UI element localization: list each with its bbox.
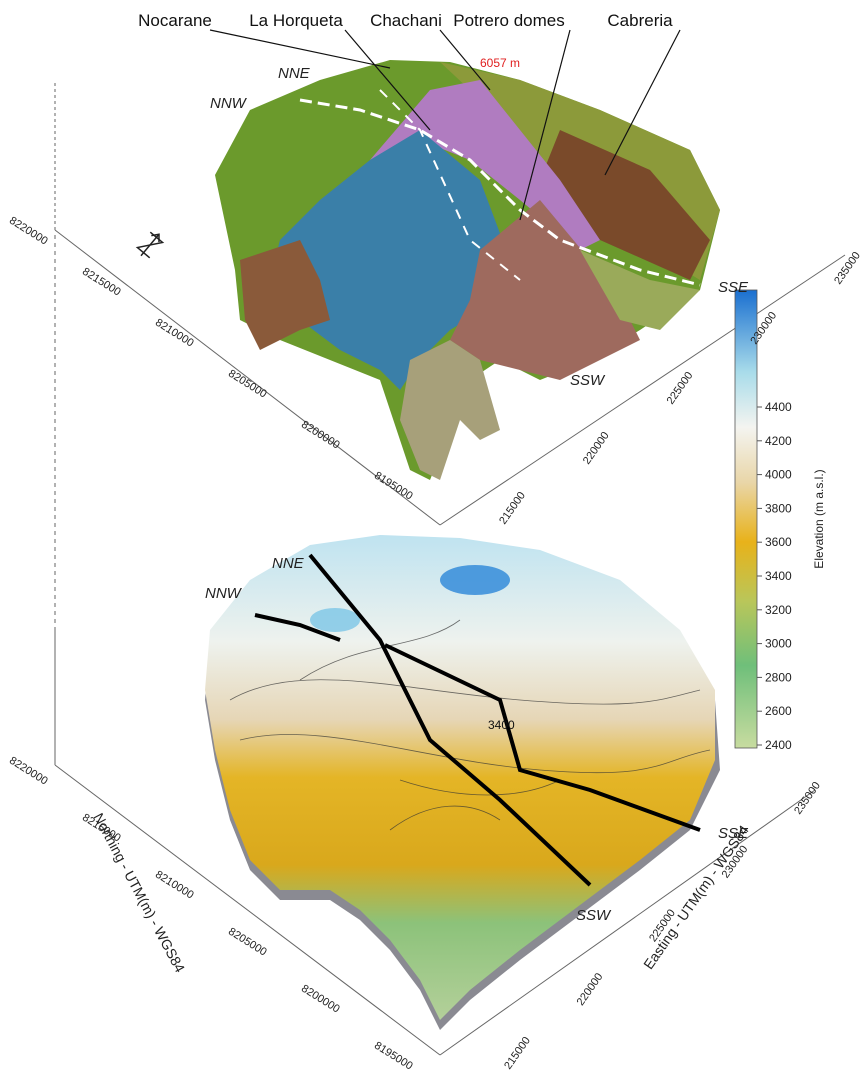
colorbar-tick-label: 2400: [765, 738, 792, 752]
axis-tick-label: 220000: [581, 430, 612, 467]
direction-label: NNW: [205, 585, 243, 602]
unit-label: Chachani: [370, 11, 442, 30]
axis-tick-label: 8195000: [372, 470, 415, 503]
geologic-map-terrain: [215, 60, 720, 480]
axis-tick-label: 8205000: [226, 368, 269, 401]
axis-tick-label: 235000: [832, 250, 863, 287]
axis-tick-label: 8200000: [299, 983, 342, 1016]
unit-label: La Horqueta: [249, 11, 343, 30]
axis-tick-label: 8220000: [7, 755, 50, 788]
axis-tick-label: 235000: [792, 780, 823, 817]
axis-box: [54, 80, 846, 1056]
colorbar: [734, 289, 758, 749]
colorbar-tick-label: 4000: [765, 468, 792, 482]
north-arrow: [135, 231, 165, 259]
colorbar-tick-label: 3800: [765, 501, 792, 515]
leader-lines: [209, 29, 681, 221]
axis-tick-label: 8220000: [7, 215, 50, 248]
direction-label: SSE: [718, 825, 749, 842]
axis-tick-label: 225000: [665, 370, 696, 407]
direction-label: NNE: [272, 555, 305, 572]
direction-label: SSE: [718, 279, 749, 296]
axis-tick-label: 220000: [575, 971, 606, 1008]
colorbar-tick-label: 3400: [765, 569, 792, 583]
axis-tick-label: 8195000: [372, 1040, 415, 1073]
axis-tick-label: 8205000: [226, 926, 269, 959]
direction-label: SSW: [570, 372, 606, 389]
unit-label: Potrero domes: [453, 11, 565, 30]
direction-label: NNW: [210, 95, 248, 112]
unit-label: Nocarane: [138, 11, 212, 30]
unit-label: Cabreria: [607, 11, 673, 30]
water-table-surface: [205, 535, 720, 1030]
contour-label: 3400: [488, 718, 515, 732]
colorbar-tick-label: 3600: [765, 535, 792, 549]
colorbar-tick-label: 2600: [765, 704, 792, 718]
axis-tick-label: 8210000: [153, 869, 196, 902]
axis-tick-label: 215000: [497, 490, 528, 527]
colorbar-tick-label: 3000: [765, 637, 792, 651]
axis-tick-label: 8200000: [299, 419, 342, 452]
colorbar-title: Elevation (m a.s.l.): [812, 469, 826, 568]
colorbar-tick-label: 4200: [765, 434, 792, 448]
peak-elevation: 6057 m: [480, 56, 520, 70]
axis-tick-label: 8215000: [80, 266, 123, 299]
colorbar-tick-label: 2800: [765, 670, 792, 684]
axis-tick-label: 215000: [502, 1035, 533, 1072]
colorbar-tick-label: 4400: [765, 400, 792, 414]
colorbar-tick-label: 3200: [765, 603, 792, 617]
direction-label: NNE: [278, 65, 311, 82]
direction-label: SSW: [576, 907, 612, 924]
